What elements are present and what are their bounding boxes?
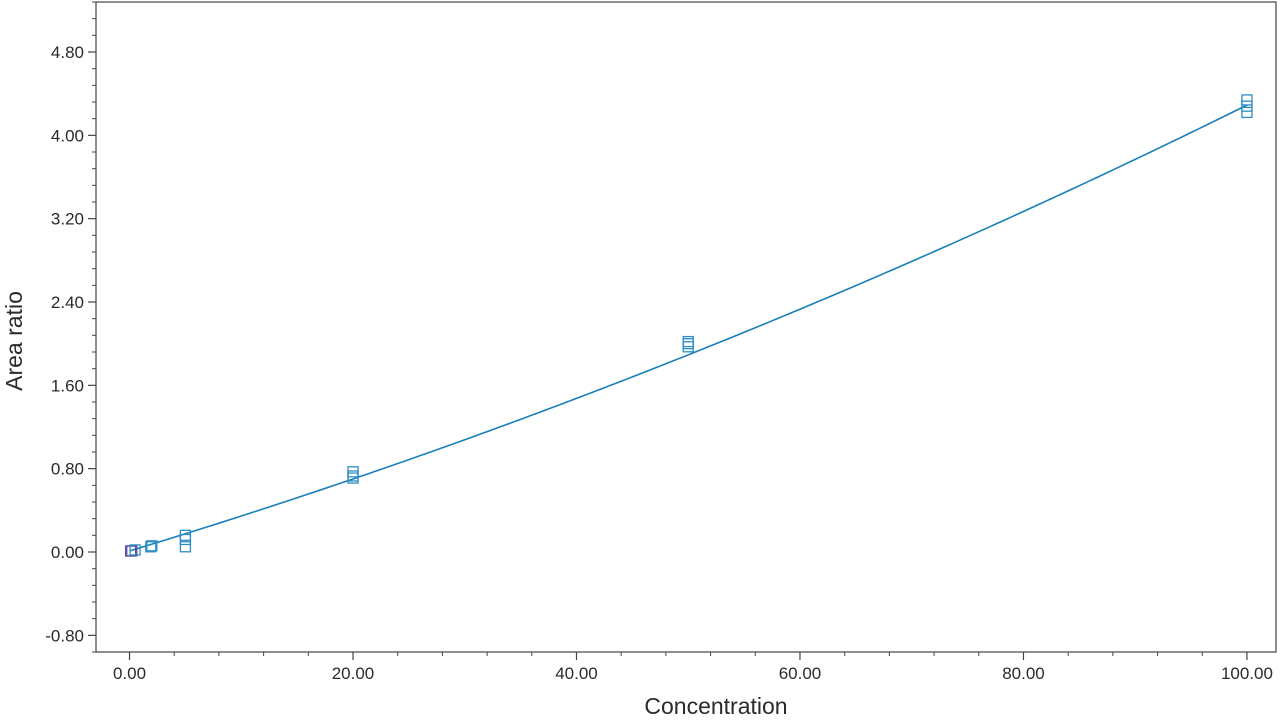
axes: [88, 1, 1277, 660]
x-axis-title: Concentration: [644, 693, 787, 719]
y-tick-label: 1.60: [51, 376, 84, 395]
data-point: [682, 335, 694, 348]
fit-curve: [129, 104, 1248, 552]
fit-curve-layer: [129, 104, 1248, 552]
y-axis-title: Area ratio: [1, 291, 27, 391]
y-tick-label: -0.80: [45, 626, 84, 645]
data-point: [1241, 94, 1253, 106]
y-tick-label: 4.00: [51, 126, 84, 145]
y-tick-label: 3.20: [51, 210, 84, 229]
data-point: [179, 529, 192, 541]
x-tick-label: 60.00: [779, 664, 822, 683]
y-tick-label: 0.80: [51, 460, 84, 479]
y-tick-label: 0.00: [51, 543, 84, 562]
x-tick-label: 100.00: [1221, 664, 1273, 683]
data-point: [146, 540, 158, 552]
y-tick-label: 4.80: [51, 43, 84, 62]
x-tick-label: 80.00: [1002, 664, 1045, 683]
data-point: [1241, 100, 1253, 112]
y-tick-label: 2.40: [51, 293, 84, 312]
data-points-layer: [124, 94, 1253, 557]
data-point: [145, 541, 157, 553]
data-point: [1241, 106, 1253, 119]
data-point: [179, 533, 192, 546]
x-tick-label: 40.00: [555, 664, 598, 683]
data-point: [129, 544, 141, 556]
data-point: [347, 466, 359, 478]
data-point: [179, 541, 192, 553]
data-point: [126, 545, 138, 557]
x-tick-label: 0.00: [113, 664, 146, 683]
x-tick-label: 20.00: [332, 664, 375, 683]
plot-frame: [95, 1, 1277, 653]
tick-labels-layer: 0.00 20.00 40.00 60.00 80.00 100.00 -0.80 0.00 0…: [45, 43, 1273, 683]
